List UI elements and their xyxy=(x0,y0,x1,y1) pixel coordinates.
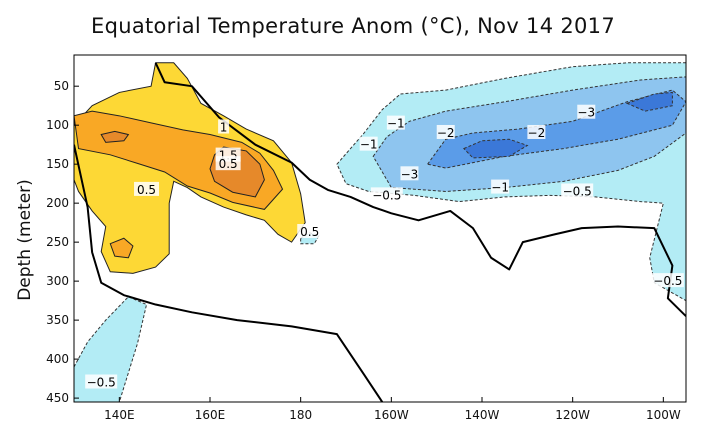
contour-label-0: 1 xyxy=(220,121,228,135)
zero-contour-0 xyxy=(154,62,686,317)
contour-label-bg-8 xyxy=(527,124,546,139)
contour-label-bg-6 xyxy=(359,136,378,151)
contour-label-6: −1 xyxy=(360,138,378,152)
contour-label-bg-9 xyxy=(577,104,596,119)
contour-label-bg-10 xyxy=(400,166,419,181)
y-tick-label-0: 50 xyxy=(54,79,69,93)
x-tick-label-3: 160W xyxy=(374,408,409,422)
x-tick-label-5: 120W xyxy=(555,408,590,422)
y-tick-label-7: 400 xyxy=(46,352,69,366)
contour-label-bg-5 xyxy=(386,115,405,130)
contour-label-11: −1 xyxy=(491,181,509,195)
y-tick-label-4: 250 xyxy=(46,235,69,249)
contour-label-5: −1 xyxy=(387,117,405,131)
contour-label-bg-4 xyxy=(297,224,323,239)
contour-label-bg-2 xyxy=(215,156,241,171)
contour-label-bg-11 xyxy=(491,179,510,194)
y-tick-label-3: 200 xyxy=(46,196,69,210)
contour-label-7: −2 xyxy=(437,126,455,140)
contour-label-bg-13 xyxy=(561,183,594,198)
contour-label-10: −3 xyxy=(401,167,419,181)
y-tick-label-1: 100 xyxy=(46,118,69,132)
x-tick-label-2: 180 xyxy=(289,408,312,422)
x-tick-label-1: 160E xyxy=(195,408,226,422)
anomaly-region-3 xyxy=(100,130,130,143)
anomaly-region-9 xyxy=(625,91,673,112)
contour-label-bg-12 xyxy=(370,187,403,202)
contour-label-bg-3 xyxy=(134,181,160,196)
x-tick-label-6: 100W xyxy=(646,408,681,422)
y-tick-label-8: 450 xyxy=(46,391,69,405)
contour-label-3: 0.5 xyxy=(137,183,156,197)
anomaly-region-4 xyxy=(109,237,134,259)
y-axis-label: Depth (meter) xyxy=(15,179,35,301)
contour-label-15: −0.5 xyxy=(87,376,116,390)
contour-label-12: −0.5 xyxy=(372,188,401,202)
contour-label-bg-7 xyxy=(436,124,455,139)
contour-label-9: −3 xyxy=(577,106,595,120)
contour-label-2: 0.5 xyxy=(219,157,238,171)
x-tick-label-4: 140W xyxy=(465,408,500,422)
y-tick-label-2: 150 xyxy=(46,157,69,171)
y-tick-label-6: 350 xyxy=(46,313,69,327)
y-tick-label-5: 300 xyxy=(46,274,69,288)
x-tick-label-0: 140E xyxy=(104,408,135,422)
contour-label-14: −0.5 xyxy=(653,274,682,288)
contour-label-bg-14 xyxy=(651,273,684,288)
contour-label-bg-15 xyxy=(85,374,118,389)
anomaly-region-8 xyxy=(463,138,529,159)
plot-frame xyxy=(73,54,687,403)
chart-title: Equatorial Temperature Anom (°C), Nov 14… xyxy=(91,14,615,38)
zero-contour-1 xyxy=(74,144,384,402)
contour-label-bg-0 xyxy=(218,119,230,134)
contour-label-4: 0.5 xyxy=(300,225,319,239)
contour-label-13: −0.5 xyxy=(563,184,592,198)
contour-label-8: −2 xyxy=(528,126,546,140)
